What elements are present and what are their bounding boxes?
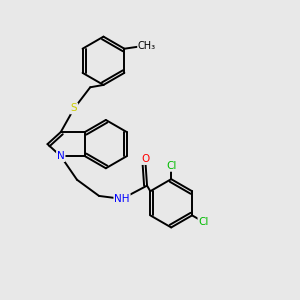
Text: NH: NH — [114, 194, 130, 204]
Text: S: S — [71, 103, 77, 113]
Text: Cl: Cl — [198, 217, 209, 227]
Text: Cl: Cl — [166, 161, 176, 171]
Text: CH₃: CH₃ — [138, 41, 156, 51]
Text: O: O — [142, 154, 150, 164]
Text: N: N — [57, 151, 65, 161]
